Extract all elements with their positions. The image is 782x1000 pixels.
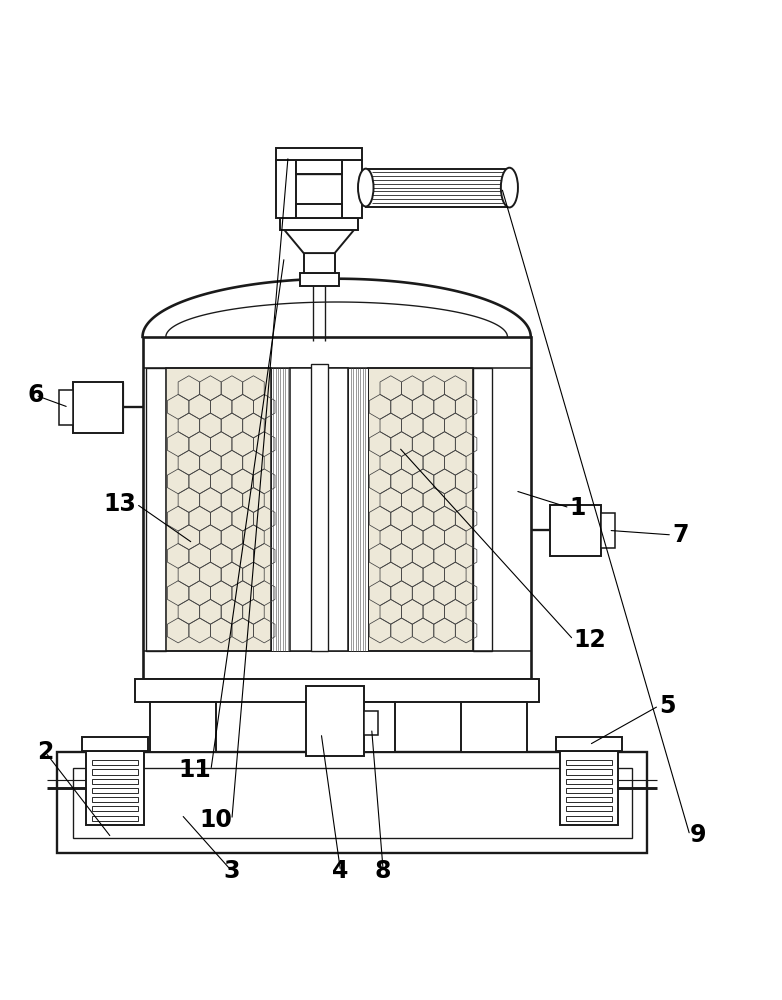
Text: 6: 6 [27,383,44,407]
Bar [57,752,647,853]
Bar [146,368,166,651]
Bar [310,364,328,651]
Bar [92,806,138,811]
Text: 13: 13 [103,492,136,516]
Ellipse shape [500,168,518,207]
Bar [296,160,343,174]
Bar [329,702,395,752]
Bar [290,368,348,651]
Bar [566,779,612,784]
Text: 4: 4 [332,859,349,883]
Bar [566,797,612,802]
Bar [59,390,73,425]
Bar [92,760,138,765]
Bar [472,368,492,651]
Bar [73,768,632,838]
Bar [92,779,138,784]
Text: 7: 7 [672,523,689,547]
Bar [135,679,539,702]
Bar [566,788,612,793]
Bar [271,368,290,651]
Bar [277,160,296,218]
Bar [82,737,149,751]
Text: 2: 2 [38,740,54,764]
Text: 9: 9 [690,823,706,847]
Bar [566,760,612,765]
Bar [73,382,123,433]
Bar [281,218,358,230]
Bar [601,513,615,548]
Text: 12: 12 [573,628,606,652]
Bar [303,253,335,273]
Text: 1: 1 [569,496,586,520]
Bar [92,797,138,802]
Bar [560,751,618,825]
Polygon shape [284,230,354,253]
Bar [343,160,362,218]
Bar [150,702,217,752]
Bar [366,169,509,207]
Bar [306,686,364,756]
Bar [86,751,145,825]
Bar [277,148,362,160]
Bar [92,788,138,793]
Bar [551,505,601,556]
Text: 3: 3 [224,859,240,883]
Bar [166,368,271,651]
Text: 10: 10 [199,808,231,832]
Bar [556,737,622,751]
Bar [296,204,343,218]
Bar [364,711,378,735]
Bar [300,273,339,286]
Text: 5: 5 [659,694,676,718]
Text: 11: 11 [178,758,211,782]
Bar [566,769,612,775]
Bar [92,769,138,775]
Bar [566,816,612,821]
Bar [461,702,527,752]
Bar [142,337,531,679]
Bar [348,368,368,651]
Bar [92,816,138,821]
Text: 8: 8 [375,859,392,883]
Bar [368,368,472,651]
Ellipse shape [358,169,374,207]
Bar [566,806,612,811]
